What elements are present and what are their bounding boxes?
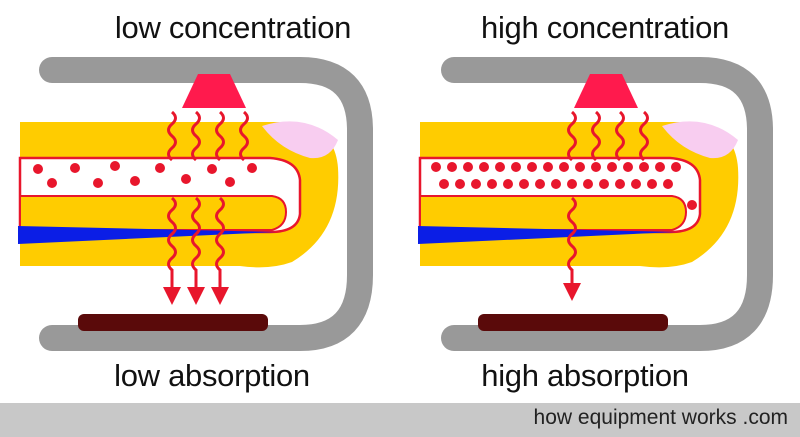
left-panel	[18, 57, 373, 351]
right-panel	[418, 57, 773, 351]
photodetector-icon	[78, 314, 268, 331]
light-waves	[163, 110, 249, 305]
pulse-oximeter-diagram	[18, 57, 773, 351]
right-top-label: high concentration	[481, 10, 729, 45]
finger-clip	[39, 57, 373, 351]
fingernail	[262, 121, 338, 159]
site-credit[interactable]: how equipment works .com	[533, 406, 788, 429]
vessel-wall	[19, 195, 288, 231]
fingernail	[662, 121, 738, 159]
vein	[418, 226, 676, 244]
blood-cells	[431, 162, 697, 210]
footer-bar: how equipment works .com	[0, 403, 800, 437]
finger-clip	[441, 57, 773, 351]
light-emitter-icon	[574, 74, 638, 108]
left-bottom-label: low absorption	[114, 358, 310, 393]
photodetector-icon	[478, 314, 668, 331]
blood-cells	[33, 161, 257, 188]
left-top-label: low concentration	[114, 10, 352, 45]
right-bottom-label: high absorption	[481, 358, 689, 393]
vessel-wall	[419, 195, 688, 231]
light-emitter-icon	[182, 74, 246, 108]
vein	[18, 226, 276, 244]
light-waves	[563, 110, 649, 301]
